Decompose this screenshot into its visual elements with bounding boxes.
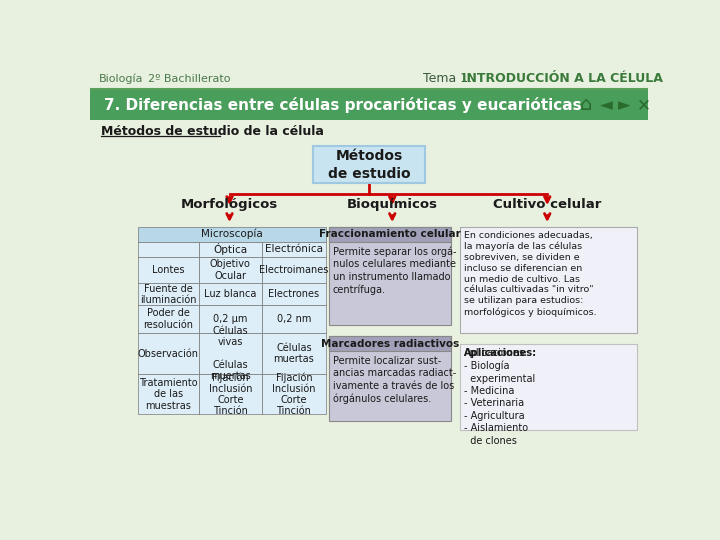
Text: Electrones: Electrones — [269, 289, 320, 299]
FancyBboxPatch shape — [90, 90, 648, 120]
FancyBboxPatch shape — [329, 226, 451, 242]
FancyBboxPatch shape — [262, 256, 325, 284]
Text: Permite localizar sust-
ancias marcadas radiact-
ivamente a través de los
órgánu: Permite localizar sust- ancias marcadas … — [333, 356, 456, 404]
Text: Fijación
Inclusión
Corte
Tinción: Fijación Inclusión Corte Tinción — [209, 372, 252, 416]
FancyBboxPatch shape — [138, 333, 199, 374]
Text: Biología: Biología — [99, 73, 144, 84]
Text: 0,2 μm: 0,2 μm — [213, 314, 248, 324]
Text: ✕: ✕ — [636, 96, 650, 114]
FancyBboxPatch shape — [262, 374, 325, 414]
Text: ◄: ◄ — [600, 96, 613, 114]
Text: Tema 1.: Tema 1. — [423, 72, 477, 85]
Text: INTRODUCCIÓN A LA CÉLULA: INTRODUCCIÓN A LA CÉLULA — [462, 72, 663, 85]
FancyBboxPatch shape — [262, 284, 325, 305]
FancyBboxPatch shape — [461, 226, 637, 333]
Text: Luz blanca: Luz blanca — [204, 289, 256, 299]
FancyBboxPatch shape — [138, 242, 199, 256]
Text: En condiciones adecuadas,
la mayoría de las células
sobreviven, se dividen e
inc: En condiciones adecuadas, la mayoría de … — [464, 231, 597, 316]
Text: Objetivo
Ocular: Objetivo Ocular — [210, 259, 251, 281]
FancyBboxPatch shape — [329, 226, 451, 325]
Text: Fijación
Inclusión
Corte
Tinción: Fijación Inclusión Corte Tinción — [272, 372, 315, 416]
Text: ►: ► — [618, 96, 631, 114]
Text: Aplicaciones:
- Biología
  experimental
- Medicina
- Veterinaria
- Agricultura
-: Aplicaciones: - Biología experimental - … — [464, 348, 536, 446]
FancyBboxPatch shape — [329, 336, 451, 421]
FancyBboxPatch shape — [199, 284, 262, 305]
Text: 2º Bachillerato: 2º Bachillerato — [148, 73, 230, 84]
FancyBboxPatch shape — [138, 284, 199, 305]
Text: Métodos
de estudio: Métodos de estudio — [328, 149, 410, 180]
FancyBboxPatch shape — [313, 146, 425, 184]
Text: ⌂: ⌂ — [580, 96, 592, 114]
Text: Lontes: Lontes — [152, 265, 184, 275]
Text: Aplicaciones:: Aplicaciones: — [464, 348, 537, 358]
Text: 0,2 nm: 0,2 nm — [276, 314, 311, 324]
Text: Tratamiento
de las
muestras: Tratamiento de las muestras — [139, 378, 197, 410]
FancyBboxPatch shape — [138, 226, 325, 242]
FancyBboxPatch shape — [262, 305, 325, 333]
Text: Microscopía: Microscopía — [201, 229, 263, 239]
FancyBboxPatch shape — [199, 333, 262, 374]
Text: Morfológicos: Morfológicos — [181, 198, 278, 211]
Text: Marcadores radiactivos: Marcadores radiactivos — [321, 339, 459, 348]
FancyBboxPatch shape — [199, 305, 262, 333]
FancyBboxPatch shape — [461, 343, 637, 430]
Text: Bioquímicos: Bioquímicos — [347, 198, 438, 211]
FancyBboxPatch shape — [138, 256, 199, 284]
Text: Permite separar los orgá-
nulos celulares mediante
un instrumento llamado
centrí: Permite separar los orgá- nulos celulare… — [333, 247, 456, 295]
Text: 7. Diferencias entre células procarióticas y eucarióticas: 7. Diferencias entre células procariótic… — [104, 97, 582, 113]
FancyBboxPatch shape — [138, 374, 199, 414]
Text: Fraccionamiento celular: Fraccionamiento celular — [319, 229, 461, 239]
Text: Poder de
resolución: Poder de resolución — [143, 308, 193, 329]
FancyBboxPatch shape — [199, 256, 262, 284]
FancyBboxPatch shape — [329, 336, 451, 351]
Text: Células
muertas: Células muertas — [274, 343, 314, 364]
FancyBboxPatch shape — [138, 305, 199, 333]
FancyBboxPatch shape — [262, 242, 325, 256]
Text: Fuente de
iluminación: Fuente de iluminación — [140, 284, 197, 305]
Text: Electroimanes: Electroimanes — [259, 265, 328, 275]
FancyBboxPatch shape — [199, 374, 262, 414]
Text: Métodos de estudio de la célula: Métodos de estudio de la célula — [101, 125, 324, 138]
Text: Cultivo celular: Cultivo celular — [493, 198, 601, 211]
Text: Óptica: Óptica — [213, 243, 248, 255]
Text: Observación: Observación — [138, 348, 199, 359]
FancyBboxPatch shape — [262, 333, 325, 374]
Text: Células
vivas

Células
muertas: Células vivas Células muertas — [210, 326, 251, 381]
FancyBboxPatch shape — [199, 242, 262, 256]
Text: Electrónica: Electrónica — [265, 244, 323, 254]
